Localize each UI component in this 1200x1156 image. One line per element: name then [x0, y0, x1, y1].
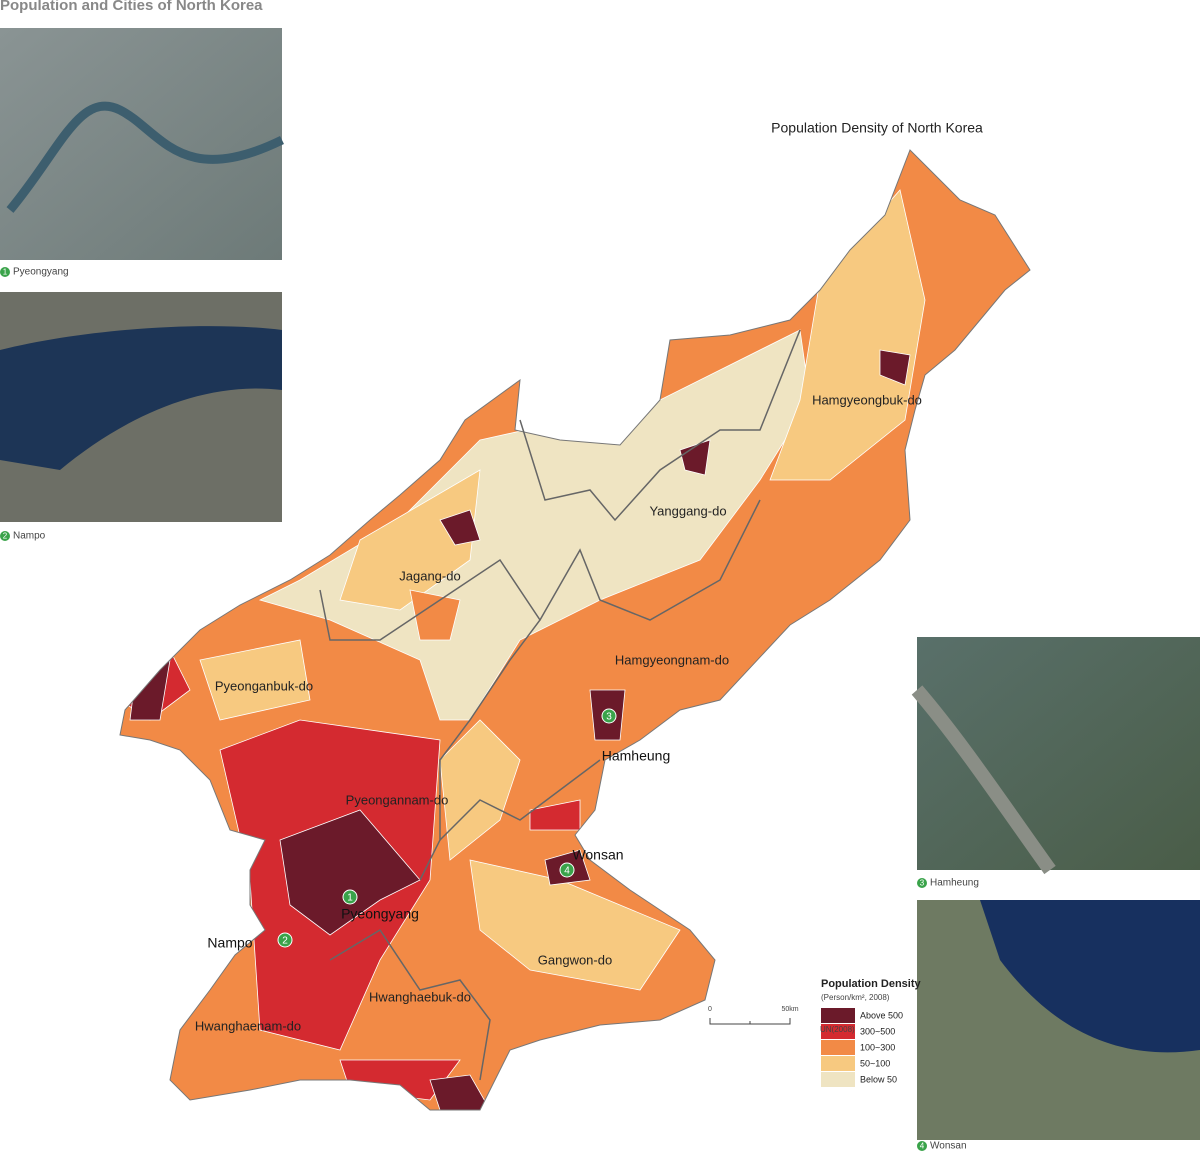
density-zone: [439, 719, 521, 861]
density-zone: [279, 809, 421, 936]
province-label: Pyeonganbuk-do: [215, 678, 313, 693]
city-label: Hamheung: [602, 748, 671, 764]
density-zone: [339, 469, 481, 611]
city-marker: [277, 932, 293, 948]
legend-swatch: [821, 1056, 855, 1071]
photo-caption: Hamheung: [930, 878, 979, 889]
legend-swatch: [821, 1072, 855, 1087]
caption-badge: [917, 878, 927, 888]
caption-number: 1: [3, 268, 8, 277]
caption-number: 4: [920, 1142, 925, 1151]
city-label: Wonsan: [572, 847, 623, 863]
caption-number: 3: [920, 879, 925, 888]
photo-caption: Nampo: [13, 531, 46, 542]
scale-label: 0: [708, 1006, 712, 1013]
caption-number: 2: [3, 532, 8, 541]
province-label: Pyeongannam-do: [346, 792, 449, 807]
city-marker: [342, 889, 358, 905]
province-label: Hamgyeongbuk-do: [812, 392, 922, 407]
density-zone: [439, 509, 481, 546]
density-zone: [769, 189, 926, 481]
density-zone: [429, 1074, 491, 1110]
legend-swatch: [821, 1008, 855, 1023]
legend-title: Population Density: [821, 978, 922, 990]
map-title: Population Density of North Korea: [771, 120, 983, 136]
caption-badge: [917, 1141, 927, 1151]
province-label: Hwanghaenam-do: [195, 1018, 301, 1033]
photo-caption: Pyeongyang: [13, 267, 69, 278]
photo-pyeongyang: [0, 28, 284, 260]
photo-caption: Wonsan: [930, 1141, 967, 1151]
page-title: Population and Cities of North Korea: [0, 0, 263, 14]
legend-swatch: [821, 1024, 855, 1039]
density-zone: [258, 329, 811, 721]
photo-hamheung: [911, 637, 1200, 875]
city-marker: [601, 708, 617, 724]
legend-label: Below 50: [860, 1074, 897, 1084]
legend-unit: (Person/km², 2008): [821, 993, 890, 1002]
density-zone: [409, 589, 461, 641]
legend-label: 50~100: [860, 1058, 890, 1068]
province-label: Gangwon-do: [538, 952, 612, 967]
city-marker: [559, 862, 575, 878]
scale-label: 50km: [781, 1006, 798, 1013]
province-label: Hwanghaebuk-do: [369, 989, 471, 1004]
source: UN(2008): [820, 1025, 855, 1034]
density-zone: [199, 639, 311, 721]
province-label: Jagang-do: [399, 568, 460, 583]
photo-nampo: [0, 292, 282, 522]
city-number: 4: [564, 866, 570, 877]
city-label: Pyeongyang: [341, 906, 419, 922]
city-number: 3: [606, 712, 612, 723]
legend-label: 300~500: [860, 1026, 895, 1036]
caption-badge: [0, 531, 10, 541]
city-number: 2: [282, 936, 288, 947]
caption-badge: [0, 267, 10, 277]
photo-wonsan: [917, 900, 1200, 1140]
density-zone: [879, 349, 911, 386]
legend-label: Above 500: [860, 1010, 903, 1020]
province-label: Hamgyeongnam-do: [615, 652, 729, 667]
city-label: Nampo: [207, 935, 252, 951]
legend-swatch: [821, 1040, 855, 1055]
province-label: Yanggang-do: [649, 503, 726, 518]
city-number: 1: [347, 893, 353, 904]
legend-label: 100~300: [860, 1042, 895, 1052]
